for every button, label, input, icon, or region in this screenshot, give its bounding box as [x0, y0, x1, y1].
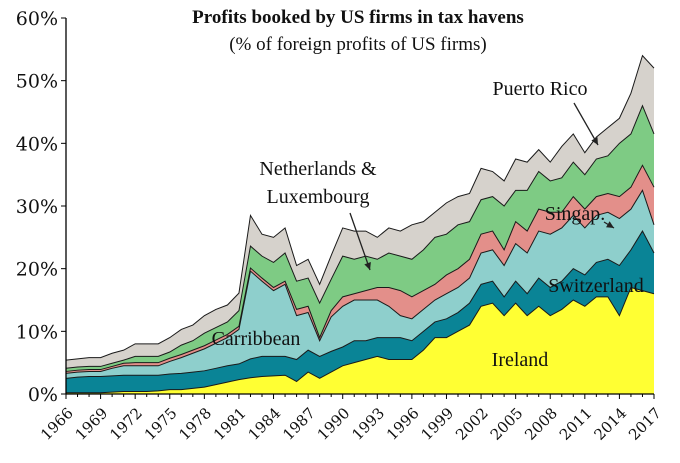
y-tick-label: 40% — [16, 133, 58, 155]
area-switzerland — [66, 231, 654, 393]
x-tick-label: 2005 — [487, 404, 527, 444]
y-tick-label: 20% — [16, 259, 58, 281]
x-tick-label: 1993 — [348, 404, 388, 444]
label-luxembourg: Luxembourg — [267, 186, 370, 208]
area-ireland — [66, 287, 654, 394]
y-tick-label: 10% — [16, 321, 58, 343]
x-tick-label: 1972 — [106, 404, 146, 444]
label-puerto-rico: Puerto Rico — [493, 78, 588, 100]
area-outline-singap — [65, 164, 655, 372]
label-singap: Singap. — [545, 203, 606, 225]
puerto-rico-arrow-head — [591, 137, 598, 145]
y-tick-label: 0% — [28, 384, 58, 406]
singapore-arrow-head — [606, 221, 614, 228]
label-carribbean: Carribbean — [212, 328, 301, 350]
x-tick-label: 2008 — [521, 404, 561, 444]
x-tick-label: 1969 — [72, 404, 112, 444]
x-tick-label: 2014 — [590, 404, 630, 444]
x-tick-label: 1996 — [383, 404, 423, 444]
area-outline-puerto-rico — [65, 54, 655, 361]
label-ireland: Ireland — [492, 349, 549, 371]
netherlands-arrow-head — [364, 262, 371, 270]
y-tick-label: 50% — [16, 71, 58, 93]
x-tick-label: 1984 — [245, 404, 285, 444]
area-outline-netherlands-luxembourg — [65, 104, 655, 369]
chart-subtitle: (% of foreign profits of US firms) — [229, 34, 487, 55]
area-outline-switzerland — [65, 230, 655, 379]
x-tick-label: 1975 — [141, 404, 181, 444]
x-tick-label: 2011 — [556, 404, 596, 444]
netherlands-arrow-line — [349, 212, 371, 271]
label-netherlands: Netherlands & — [259, 158, 377, 180]
x-tick-label: 2017 — [625, 404, 665, 444]
area-outline-ireland — [66, 286, 655, 394]
x-tick-label: 1990 — [314, 404, 354, 444]
area-layer — [65, 54, 655, 394]
chart-title: Profits booked by US firms in tax havens — [192, 7, 524, 28]
puerto-rico-arrow-line — [573, 102, 599, 146]
area-outline-carribbean — [65, 189, 655, 374]
x-tick-label: 1999 — [418, 404, 458, 444]
x-tick-label: 1978 — [175, 404, 215, 444]
x-tick-label: 1981 — [210, 404, 250, 444]
x-tick-label: 2002 — [452, 404, 492, 444]
y-tick-label: 60% — [16, 8, 58, 30]
x-tick-label: 1987 — [279, 404, 319, 444]
x-tick-label: 1966 — [37, 404, 77, 444]
annotation-label-layer: Ireland Switzerland Carribbean Singap. Nethe… — [212, 78, 644, 371]
annotation-arrow-layer — [349, 102, 615, 271]
label-switzerland: Switzerland — [548, 275, 644, 297]
y-tick-label: 30% — [16, 196, 58, 218]
